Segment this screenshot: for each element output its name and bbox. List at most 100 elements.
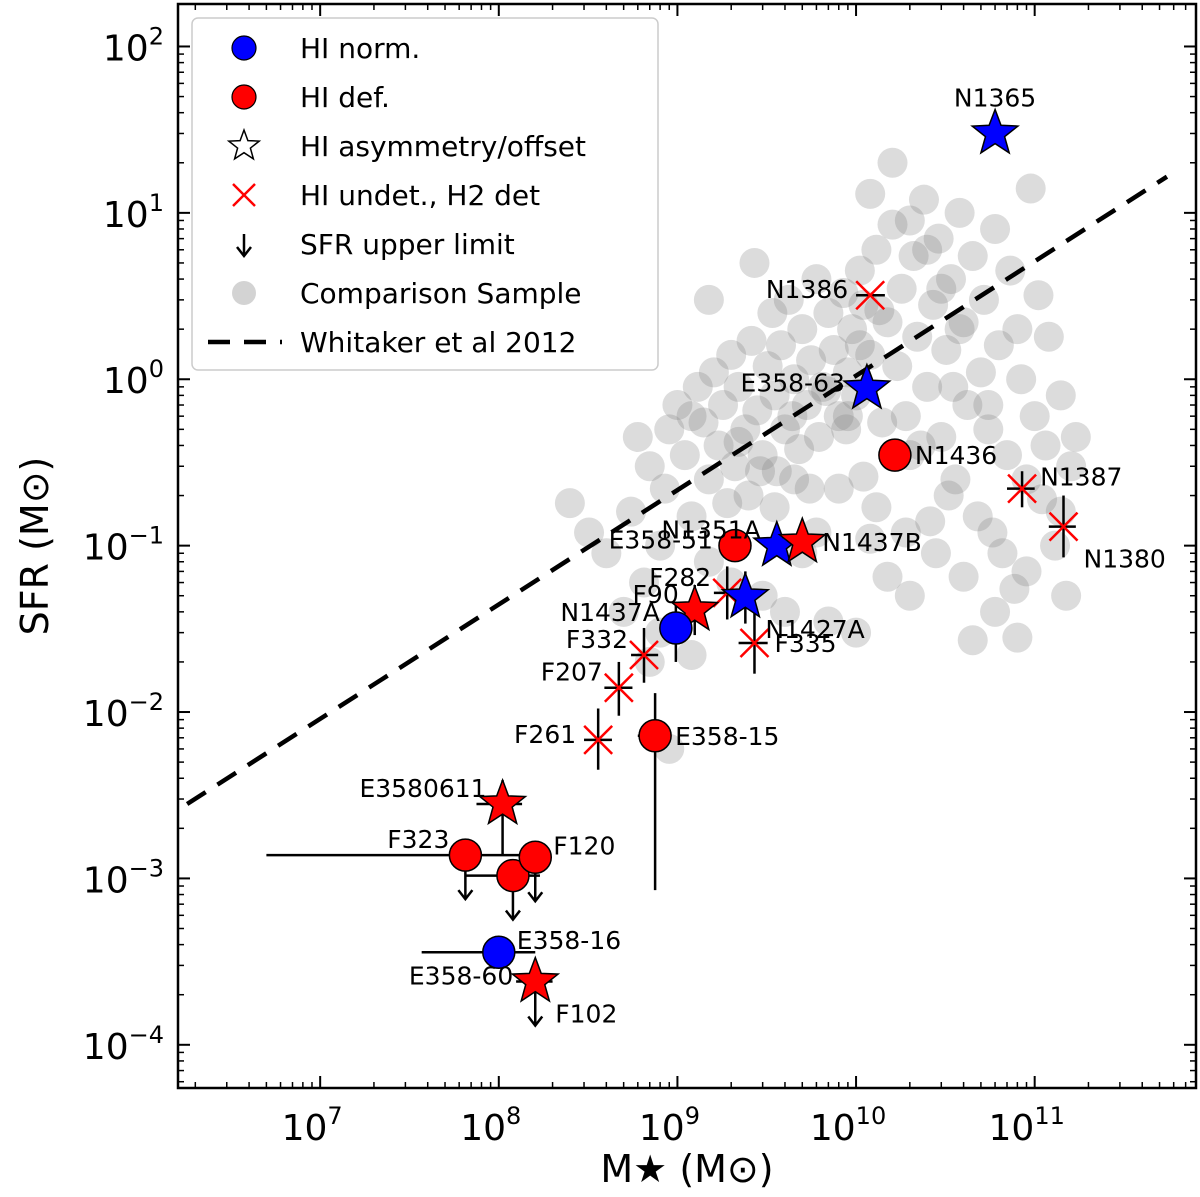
y-tick-label: 102 — [103, 22, 164, 69]
legend-open-star-marker — [226, 127, 262, 161]
axes: 107 108 109 1010 1011 10−4 10−3 10−2 10−1 100 101 1… — [13, 2, 1198, 1191]
comparison-point — [719, 451, 750, 482]
comparison-point — [739, 247, 770, 278]
label-e358-60: E358-60 — [409, 962, 513, 991]
n1380-marker-stroke-b — [1048, 511, 1079, 542]
legend-entry: Comparison Sample — [232, 277, 582, 310]
n1436-marker — [878, 438, 912, 472]
f261-marker — [583, 725, 614, 755]
label-n1365: N1365 — [954, 83, 1036, 112]
comparison-point — [736, 325, 767, 356]
comparison-point — [773, 284, 804, 315]
comparison-point — [905, 430, 936, 461]
comparison-point — [801, 264, 832, 295]
comparison-point — [823, 473, 854, 504]
label-f332: F332 — [566, 625, 628, 654]
comparison-point — [855, 523, 886, 554]
comparison-point — [813, 606, 844, 637]
comparison-point — [1002, 314, 1033, 345]
x-axis-title: M★ (M⊙) — [600, 1147, 773, 1191]
label-n1437a: N1437A — [560, 598, 659, 627]
comparison-point — [742, 395, 773, 426]
y-tick-label: 10−1 — [83, 522, 164, 569]
legend-label: SFR upper limit — [300, 228, 515, 261]
comparison-point — [912, 371, 943, 402]
comparison-point — [693, 546, 724, 577]
comparison-point — [777, 401, 808, 432]
x-tick-label: 1010 — [810, 1102, 886, 1149]
comparison-point — [1011, 464, 1042, 495]
comparison-point — [877, 147, 908, 178]
f323-marker — [448, 838, 483, 872]
comparison-point — [867, 407, 898, 438]
e358-16-marker — [482, 935, 516, 969]
label-e3580611: E3580611 — [359, 774, 486, 803]
comparison-point — [890, 401, 921, 432]
label-n1387: N1387 — [1040, 463, 1122, 492]
comparison-point — [693, 464, 724, 495]
comparison-point — [864, 295, 895, 326]
y-tick-label: 10−3 — [83, 854, 164, 901]
comparison-point — [747, 440, 778, 471]
comparison-point — [708, 390, 739, 421]
comparison-point — [938, 371, 969, 402]
label-f207: F207 — [541, 658, 603, 687]
comparison-point — [999, 573, 1030, 604]
legend-label: Comparison Sample — [300, 277, 582, 310]
legend-label: HI asymmetry/offset — [300, 130, 586, 163]
x-tick-label: 109 — [639, 1102, 700, 1149]
legend-entry: Whitaker et al 2012 — [208, 326, 576, 359]
comparison-point — [682, 371, 713, 402]
comparison-point — [818, 334, 849, 365]
label-f335: F335 — [774, 629, 836, 658]
legend-entry: HI undet., H2 det — [232, 179, 540, 212]
comparison-point — [779, 364, 810, 395]
n1365-marker — [970, 107, 1020, 155]
comparison-point — [1060, 421, 1091, 452]
comparison-point — [645, 530, 676, 561]
comparison-point — [968, 284, 999, 315]
y-axis-title: SFR (M⊙) — [13, 457, 57, 636]
comparison-point — [608, 596, 639, 627]
f323-upper-limit-arrow-head — [457, 889, 474, 902]
data-points — [448, 107, 1079, 1003]
comparison-point — [745, 456, 776, 487]
comparison-point — [882, 351, 913, 382]
legend-blue-circle-marker — [231, 35, 257, 61]
comparison-point — [622, 421, 653, 452]
comparison-point — [973, 390, 1004, 421]
comparison-point — [554, 488, 585, 519]
comparison-point — [926, 421, 957, 452]
e358-63-marker — [842, 362, 892, 410]
comparison-point — [769, 414, 800, 445]
comparison-point — [844, 330, 875, 361]
comparison-point — [794, 473, 825, 504]
comparison-point — [983, 330, 1014, 361]
e358-60-marker — [510, 955, 561, 1003]
comparison-point — [861, 492, 892, 523]
legend-label: HI def. — [300, 81, 390, 114]
legend-entry: HI asymmetry/offset — [226, 127, 586, 163]
n1437a-marker — [659, 611, 693, 645]
f207-marker-stroke-b — [603, 672, 634, 703]
point-marker — [496, 858, 530, 893]
comparison-point — [1056, 451, 1087, 482]
comparison-point — [823, 401, 854, 432]
comparison-point — [923, 223, 954, 254]
comparison-point — [723, 426, 754, 457]
comparison-point — [769, 596, 800, 627]
comparison-point — [828, 277, 859, 308]
comparison-point — [992, 440, 1023, 471]
comparison-point — [948, 561, 979, 592]
comparison-point — [965, 357, 996, 388]
comparison-point — [931, 334, 962, 365]
label-e358-15: E358-15 — [675, 722, 779, 751]
comparison-point — [920, 538, 951, 569]
label-f90: F90 — [633, 580, 679, 609]
whitaker-fit-line — [185, 174, 1169, 806]
e358-51-marker — [718, 528, 752, 563]
comparison-sample — [554, 147, 1091, 764]
comparison-point — [944, 197, 975, 228]
label-f282: F282 — [649, 563, 711, 592]
